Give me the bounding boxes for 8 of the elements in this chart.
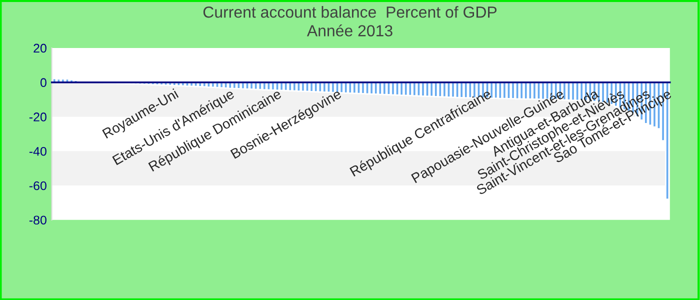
y-tick-label: -40 bbox=[29, 146, 46, 156]
y-tick-label: -20 bbox=[29, 112, 46, 122]
y-tick-label: 20 bbox=[34, 44, 46, 53]
chart-subtitle: Année 2013 bbox=[306, 24, 392, 36]
y-tick-label: -80 bbox=[29, 216, 46, 225]
chart-title: Current account balance Percent of GDP bbox=[203, 6, 497, 18]
y-tick-label: 0 bbox=[40, 78, 46, 88]
y-tick-label: -60 bbox=[29, 181, 46, 190]
